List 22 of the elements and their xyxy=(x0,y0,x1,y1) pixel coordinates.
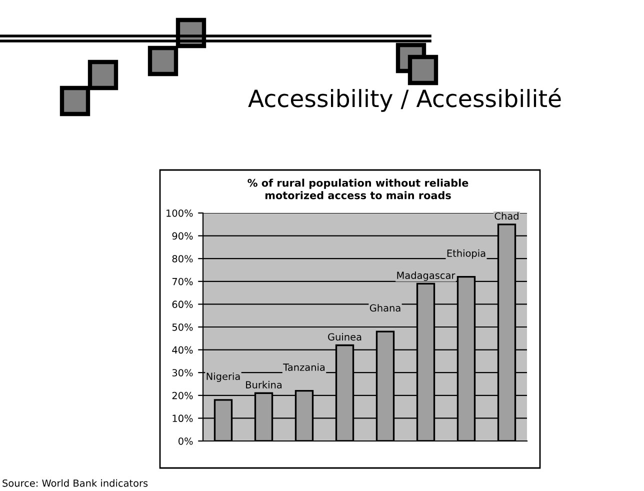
y-tick-label: 0% xyxy=(178,437,193,445)
y-tick-label: 40% xyxy=(172,346,193,354)
x-tick-label: Ghana xyxy=(370,304,400,312)
chart-title: Accessibility / Accessibilité xyxy=(248,88,561,112)
y-tick-label: 60% xyxy=(172,300,193,308)
y-tick-label: 30% xyxy=(172,369,193,376)
chart-subtitle: % of rural population without reliable motorized access to main roads xyxy=(248,178,468,200)
y-tick-label: 10% xyxy=(172,414,193,422)
y-tick-label: 90% xyxy=(172,232,193,240)
y-tick-label: 20% xyxy=(172,392,193,400)
x-tick-label: Burkina xyxy=(246,380,282,388)
x-tick-label: Guinea xyxy=(328,333,362,341)
y-tick-label: 80% xyxy=(172,255,193,262)
y-tick-label: 100% xyxy=(166,209,193,217)
x-tick-label: Madagascar xyxy=(397,271,456,281)
x-tick-label: Ethiopia xyxy=(447,249,486,259)
y-tick-label: 70% xyxy=(172,278,193,286)
x-tick-label: Chad xyxy=(494,212,518,220)
source-note: Source: World Bank indicators xyxy=(2,479,148,487)
y-tick-label: 50% xyxy=(172,323,193,331)
x-tick-label: Tanzania xyxy=(283,363,325,371)
x-tick-label: Nigeria xyxy=(206,372,240,382)
